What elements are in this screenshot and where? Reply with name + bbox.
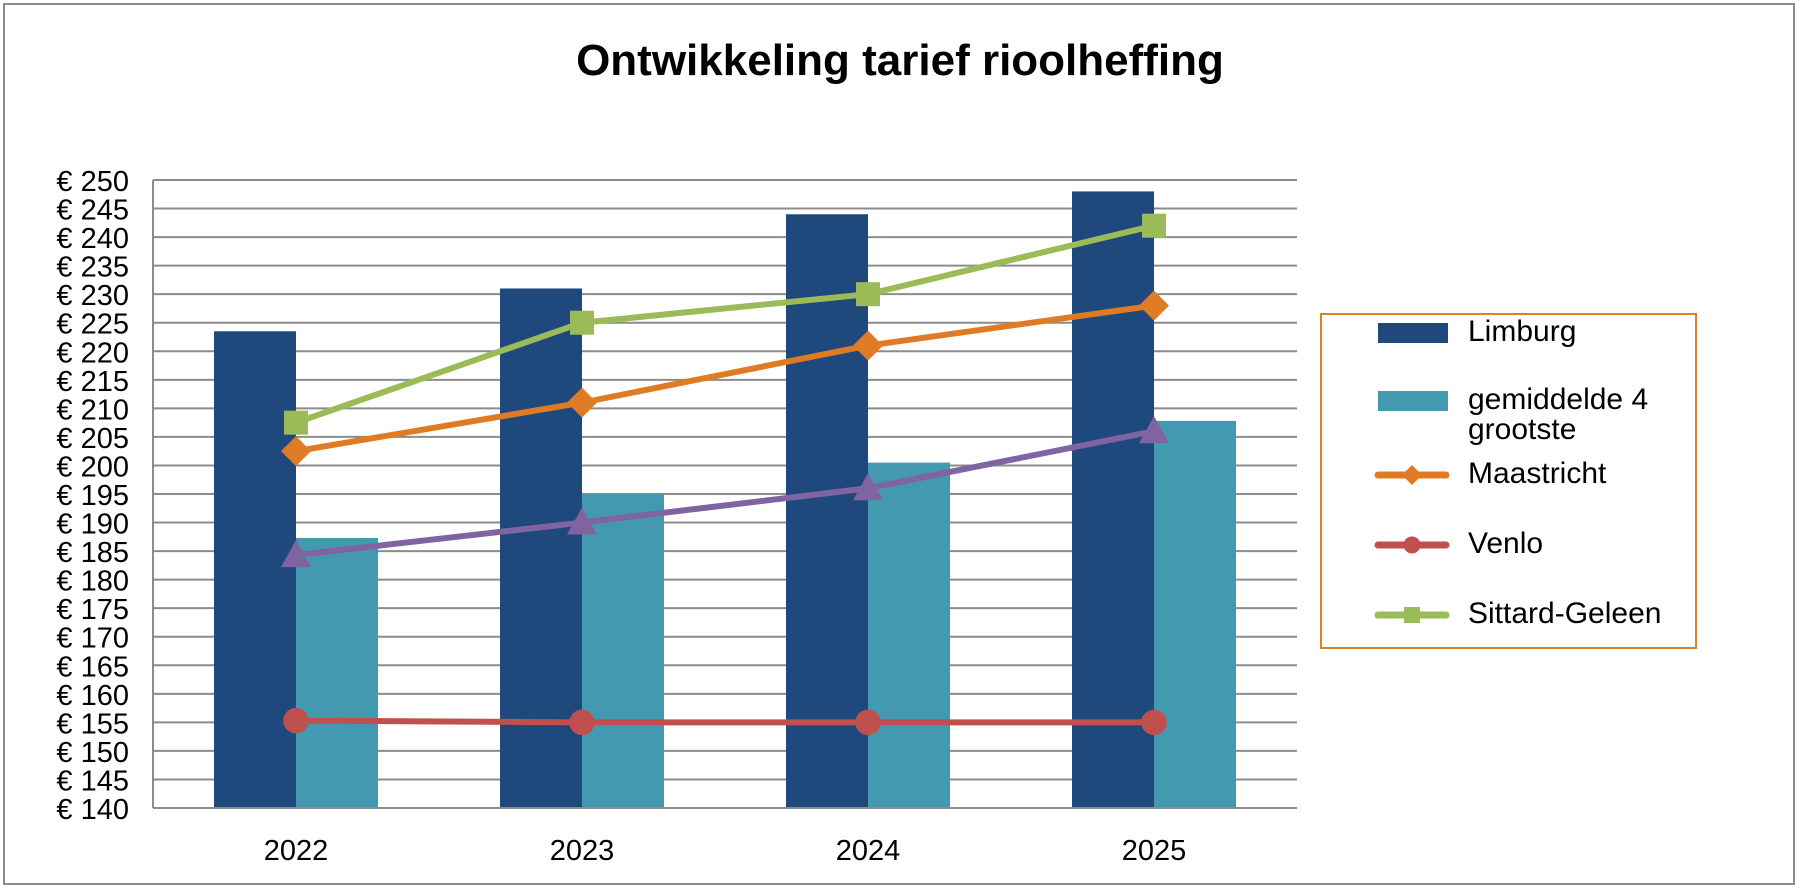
y-tick-label: € 210: [56, 394, 129, 426]
legend-label: Sittard-Geleen: [1468, 597, 1662, 630]
y-tick-label: € 250: [56, 166, 129, 198]
line-maastricht: [295, 302, 1155, 455]
y-tick-label: € 175: [56, 594, 129, 626]
legend-label: Limburg: [1468, 315, 1577, 348]
marker-unlabeled: [1139, 416, 1169, 444]
legend-label: Maastricht: [1468, 457, 1607, 490]
legend-swatch: [1374, 465, 1450, 485]
bar-limburg: [786, 214, 868, 809]
x-tick-label: 2022: [264, 835, 329, 867]
y-tick-label: € 190: [56, 509, 129, 541]
marker-sittard-geleen: [1142, 213, 1166, 238]
marker-maastricht: [1139, 290, 1169, 321]
bar-limburg: [214, 331, 296, 808]
chart-title: Ontwikkeling tarief rioolheffing: [576, 36, 1224, 85]
y-tick-label: € 220: [56, 337, 129, 369]
marker-sittard-geleen: [284, 410, 308, 435]
marker-venlo: [1141, 709, 1167, 736]
legend-label: gemiddelde 4 grootste: [1468, 383, 1649, 446]
y-tick-label: € 150: [56, 737, 129, 769]
marker-venlo: [283, 707, 309, 734]
legend-swatch: [1378, 391, 1448, 411]
bar-limburg: [1072, 191, 1154, 808]
x-tick-label: 2025: [1122, 835, 1187, 867]
y-tick-label: € 215: [56, 366, 129, 398]
marker-unlabeled: [281, 540, 311, 568]
marker-maastricht: [853, 330, 883, 361]
legend-marker-icon: [1404, 607, 1420, 623]
y-tick-label: € 185: [56, 537, 129, 569]
bar-gemiddelde-4-grootste: [582, 494, 664, 808]
legend-item: Sittard-Geleen: [1322, 597, 1695, 637]
legend-label: Venlo: [1468, 527, 1544, 560]
y-tick-label: € 205: [56, 423, 129, 455]
y-tick-label: € 225: [56, 309, 129, 341]
marker-maastricht: [281, 436, 311, 467]
y-tick-label: € 180: [56, 566, 129, 598]
marker-venlo: [569, 709, 595, 736]
legend-item: Limburg: [1322, 315, 1695, 355]
marker-maastricht: [567, 387, 597, 418]
legend-swatch: [1374, 536, 1450, 554]
y-tick-label: € 195: [56, 480, 129, 512]
y-tick-label: € 240: [56, 223, 129, 255]
marker-unlabeled: [853, 473, 883, 501]
line-sittard-geleen: [295, 222, 1155, 426]
marker-sittard-geleen: [570, 310, 594, 335]
bar-gemiddelde-4-grootste: [296, 537, 378, 808]
chart-frame: [3, 3, 1795, 885]
legend-item: Venlo: [1322, 527, 1695, 567]
legend-marker-icon: [1402, 465, 1422, 485]
legend-swatch: [1378, 323, 1448, 343]
marker-unlabeled: [567, 507, 597, 535]
line-unlabeled: [295, 428, 1155, 559]
marker-sittard-geleen: [856, 282, 880, 307]
legend-bar-swatch: [1378, 391, 1448, 411]
legend-item: gemiddelde 4 grootste: [1322, 383, 1695, 445]
line-venlo: [295, 717, 1154, 726]
bar-gemiddelde-4-grootste: [868, 462, 950, 808]
marker-venlo: [855, 709, 881, 736]
y-tick-label: € 230: [56, 280, 129, 312]
y-tick-label: € 235: [56, 252, 129, 284]
y-tick-label: € 160: [56, 680, 129, 712]
y-tick-label: € 145: [56, 765, 129, 797]
y-tick-label: € 165: [56, 651, 129, 683]
legend-swatch: [1374, 607, 1450, 623]
y-tick-label: € 170: [56, 623, 129, 655]
legend-bar-swatch: [1378, 323, 1448, 343]
legend-item: Maastricht: [1322, 457, 1695, 497]
y-tick-label: € 140: [56, 794, 129, 826]
legend-marker-icon: [1403, 536, 1421, 554]
x-tick-label: 2023: [550, 835, 615, 867]
legend: Limburg gemiddelde 4 grootste Maastricht Ve…: [1320, 313, 1697, 649]
bar-gemiddelde-4-grootste: [1154, 420, 1236, 808]
y-tick-label: € 245: [56, 195, 129, 227]
y-tick-label: € 200: [56, 451, 129, 483]
x-tick-label: 2024: [836, 835, 901, 867]
y-tick-label: € 155: [56, 708, 129, 740]
bar-limburg: [500, 288, 582, 808]
